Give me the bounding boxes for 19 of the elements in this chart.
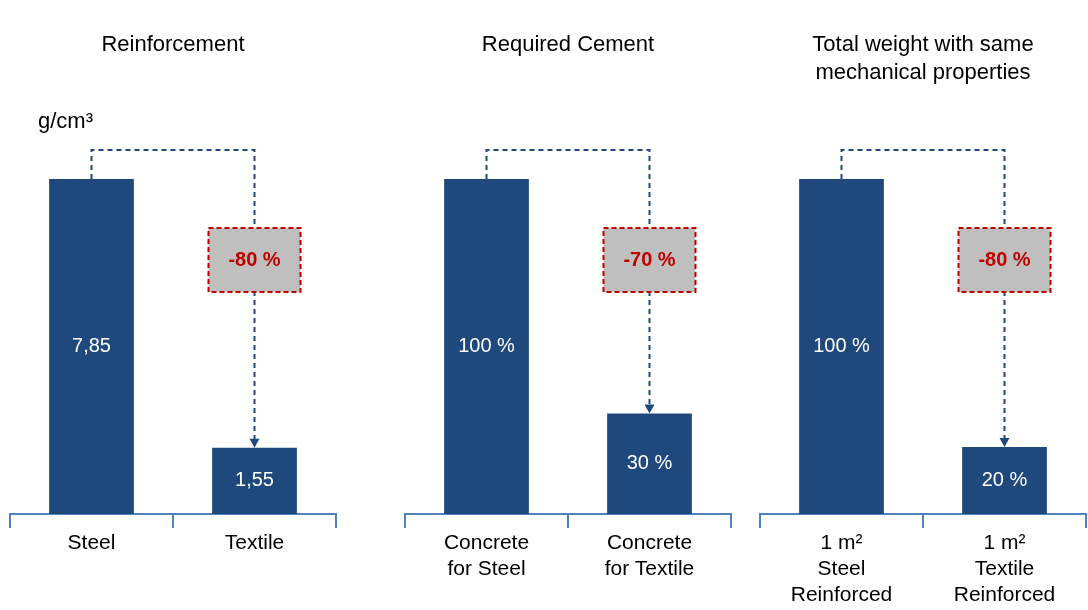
data-label: 20 % bbox=[981, 468, 1028, 491]
data-label: 7,85 bbox=[72, 334, 111, 357]
x-tick-label: Concrete for Steel bbox=[443, 529, 530, 580]
annotation: -80 % bbox=[978, 247, 1031, 270]
y-axis-title: g/cm³ bbox=[38, 108, 93, 134]
annotation: -80 % bbox=[228, 247, 281, 270]
data-label: 1,55 bbox=[235, 468, 274, 491]
data-label: 100 % bbox=[458, 334, 516, 357]
x-tick-label: Textile bbox=[224, 529, 285, 553]
data-label: 30 % bbox=[626, 451, 673, 474]
x-tick-label: Steel bbox=[67, 529, 116, 553]
chart-title: Reinforcement bbox=[100, 30, 246, 58]
annotation: -70 % bbox=[623, 247, 676, 270]
data-label: 100 % bbox=[813, 334, 871, 357]
x-tick-label: Concrete for Textile bbox=[604, 529, 695, 580]
chart-title: Required Cement bbox=[480, 30, 656, 58]
chart-title: Total weight with same mechanical properties bbox=[811, 30, 1035, 86]
x-tick-label: 1 m² Steel Reinforced bbox=[790, 529, 893, 606]
x-tick-label: 1 m² Textile Reinforced bbox=[953, 529, 1056, 606]
